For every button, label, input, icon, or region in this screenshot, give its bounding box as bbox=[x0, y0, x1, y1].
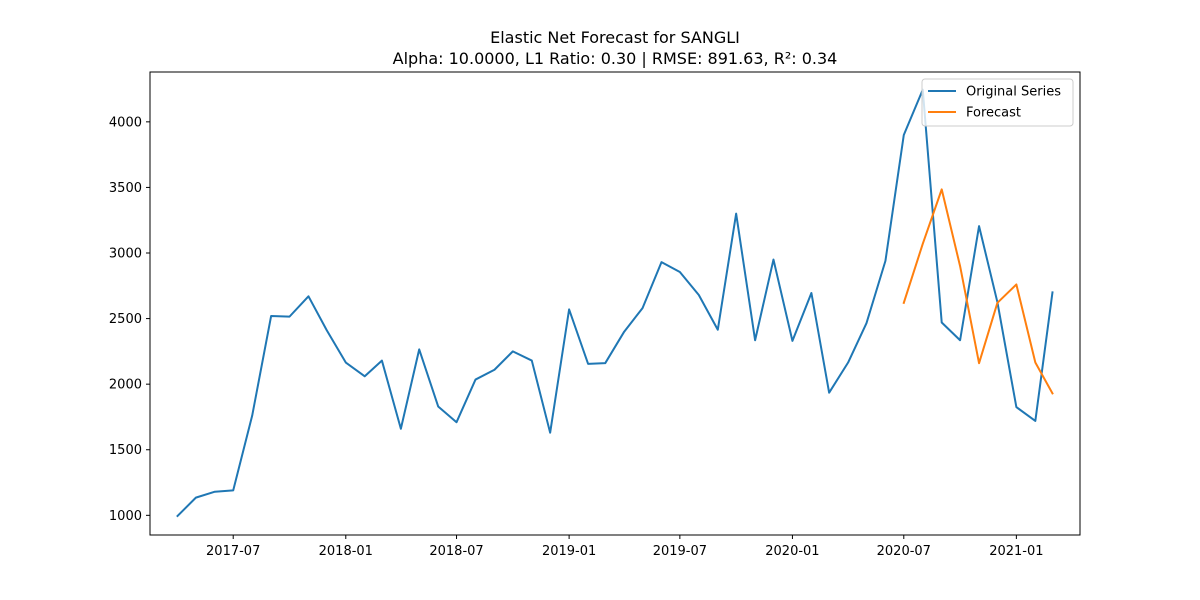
series-line-original-series bbox=[176, 88, 1054, 518]
y-tick-label: 2500 bbox=[109, 312, 142, 327]
y-tick-label: 3500 bbox=[109, 181, 142, 196]
series-layer bbox=[176, 88, 1054, 518]
legend-label-original-series: Original Series bbox=[966, 85, 1061, 100]
chart-title: Elastic Net Forecast for SANGLI bbox=[490, 28, 740, 47]
x-tick-label: 2020-07 bbox=[877, 544, 931, 559]
x-tick-label: 2018-07 bbox=[429, 544, 483, 559]
x-tick-label: 2021-01 bbox=[989, 544, 1043, 559]
y-tick-label: 3000 bbox=[109, 247, 142, 262]
legend-box bbox=[921, 78, 1074, 127]
x-tick-label: 2020-01 bbox=[765, 544, 819, 559]
series-line-forecast bbox=[902, 188, 1054, 395]
axes-layer: 1000 1500 2000 2500 3000 3500 4000 2017-07 2018-… bbox=[109, 71, 1081, 559]
x-tick-label: 2019-07 bbox=[653, 544, 707, 559]
y-tick-label: 4000 bbox=[109, 115, 142, 130]
legend: Original Series Forecast bbox=[921, 78, 1074, 127]
y-tick-label: 1000 bbox=[109, 509, 142, 524]
chart-subtitle: Alpha: 10.0000, L1 Ratio: 0.30 | RMSE: 8… bbox=[393, 49, 838, 68]
x-tick-label: 2018-01 bbox=[319, 544, 373, 559]
x-tick-label: 2019-01 bbox=[542, 544, 596, 559]
y-tick-label: 1500 bbox=[109, 443, 142, 458]
plot-frame bbox=[149, 71, 1081, 536]
x-tick-label: 2017-07 bbox=[206, 544, 260, 559]
legend-label-forecast: Forecast bbox=[966, 106, 1021, 121]
y-tick-label: 2000 bbox=[109, 378, 142, 393]
